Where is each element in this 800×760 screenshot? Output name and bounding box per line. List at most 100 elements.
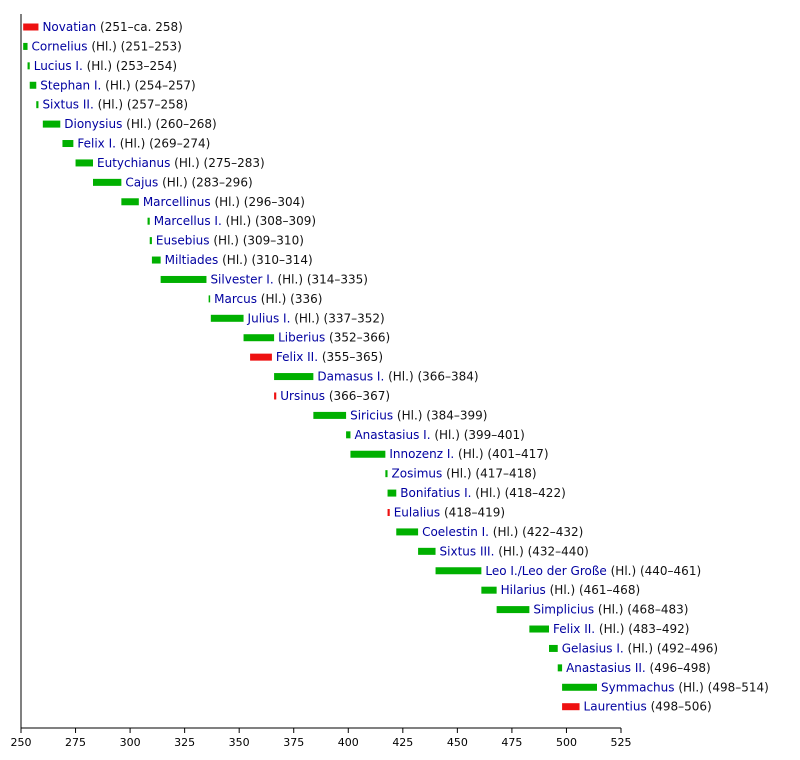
pope-name-link[interactable]: Anastasius II. bbox=[566, 661, 646, 675]
pope-name-link[interactable]: Siricius bbox=[350, 408, 393, 422]
pope-reign-text: (Hl.) (296–304) bbox=[211, 195, 305, 209]
pope-reign-text: (Hl.) (468–483) bbox=[594, 603, 688, 617]
pope-name-link[interactable]: Marcellinus bbox=[143, 195, 211, 209]
bar-pope bbox=[29, 81, 37, 89]
bar-label: Anastasius I. (Hl.) (399–401) bbox=[354, 428, 524, 442]
bar-pope bbox=[418, 547, 436, 555]
bar-label: Innozenz I. (Hl.) (401–417) bbox=[389, 447, 548, 461]
bar-label: Lucius I. (Hl.) (253–254) bbox=[34, 59, 177, 73]
bar-pope bbox=[529, 625, 549, 633]
pope-reign-text: (355–365) bbox=[318, 350, 383, 364]
x-tick-label: 300 bbox=[120, 736, 141, 749]
bar-pope bbox=[210, 314, 244, 322]
bar-label: Cornelius (Hl.) (251–253) bbox=[32, 39, 182, 53]
bar-antipope bbox=[23, 23, 39, 31]
pope-reign-text: (Hl.) (366–384) bbox=[384, 370, 478, 384]
bar-pope bbox=[93, 178, 122, 186]
pope-name-link[interactable]: Hilarius bbox=[501, 583, 546, 597]
bar-pope bbox=[62, 140, 74, 148]
pope-name-link[interactable]: Anastasius I. bbox=[354, 428, 430, 442]
pope-name-link[interactable]: Liberius bbox=[278, 331, 325, 345]
bar-pope bbox=[75, 159, 93, 167]
pope-name-link[interactable]: Eutychianus bbox=[97, 156, 170, 170]
pope-name-link[interactable]: Marcus bbox=[214, 292, 257, 306]
bar-pope bbox=[208, 295, 211, 303]
pope-reign-text: (498–506) bbox=[647, 700, 712, 714]
pope-reign-text: (Hl.) (251–253) bbox=[88, 39, 182, 53]
pope-name-link[interactable]: Miltiades bbox=[165, 253, 219, 267]
bar-label: Felix II. (355–365) bbox=[276, 350, 383, 364]
bar-label: Novatian (251–ca. 258) bbox=[42, 20, 182, 34]
pope-name-link[interactable]: Simplicius bbox=[533, 603, 594, 617]
pope-name-link[interactable]: Ursinus bbox=[280, 389, 325, 403]
bar-label: Julius I. (Hl.) (337–352) bbox=[247, 311, 385, 325]
pope-name-link[interactable]: Cornelius bbox=[32, 39, 88, 53]
pope-name-link[interactable]: Damasus I. bbox=[317, 370, 384, 384]
pope-name-link[interactable]: Leo I./Leo der Große bbox=[485, 564, 606, 578]
pope-name-link[interactable]: Felix II. bbox=[553, 622, 595, 636]
pope-reign-text: (Hl.) (432–440) bbox=[494, 544, 588, 558]
pope-reign-text: (Hl.) (492–496) bbox=[624, 641, 718, 655]
bar-pope bbox=[557, 664, 563, 672]
pope-name-link[interactable]: Laurentius bbox=[584, 700, 647, 714]
pope-reign-text: (Hl.) (309–310) bbox=[210, 234, 304, 248]
bar-label: Silvester I. (Hl.) (314–335) bbox=[210, 272, 368, 286]
x-tick-label: 525 bbox=[611, 736, 632, 749]
pope-reign-text: (Hl.) (337–352) bbox=[290, 311, 384, 325]
pope-reign-text: (418–419) bbox=[440, 506, 505, 520]
x-axis: 250 275 300 325 350 375 400 425 450 475 500 525 bbox=[11, 14, 632, 749]
pope-reign-text: (Hl.) (283–296) bbox=[158, 175, 252, 189]
pope-name-link[interactable]: Innozenz I. bbox=[389, 447, 454, 461]
pope-name-link[interactable]: Zosimus bbox=[392, 467, 443, 481]
x-tick-label: 350 bbox=[229, 736, 250, 749]
bar-pope bbox=[23, 42, 28, 50]
pope-name-link[interactable]: Marcellus I. bbox=[154, 214, 222, 228]
pope-reign-text: (Hl.) (257–258) bbox=[94, 98, 188, 112]
pope-name-link[interactable]: Lucius I. bbox=[34, 59, 83, 73]
bar-pope bbox=[27, 62, 30, 70]
x-tick-label: 250 bbox=[11, 736, 32, 749]
bar-label: Damasus I. (Hl.) (366–384) bbox=[317, 370, 478, 384]
pope-name-link[interactable]: Felix II. bbox=[276, 350, 318, 364]
x-tick-label: 400 bbox=[338, 736, 359, 749]
pope-name-link[interactable]: Bonifatius I. bbox=[400, 486, 471, 500]
x-tick-label: 450 bbox=[447, 736, 468, 749]
bar-label: Zosimus (Hl.) (417–418) bbox=[392, 467, 537, 481]
bar-label: Miltiades (Hl.) (310–314) bbox=[165, 253, 313, 267]
bar-label: Ursinus (366–367) bbox=[280, 389, 390, 403]
pope-reign-text: (Hl.) (253–254) bbox=[83, 59, 177, 73]
pope-name-link[interactable]: Gelasius I. bbox=[562, 641, 624, 655]
pope-name-link[interactable]: Eulalius bbox=[394, 506, 440, 520]
pope-name-link[interactable]: Julius I. bbox=[247, 311, 291, 325]
bar-label: Gelasius I. (Hl.) (492–496) bbox=[562, 641, 718, 655]
pope-reign-text: (Hl.) (308–309) bbox=[222, 214, 316, 228]
pope-name-link[interactable]: Sixtus II. bbox=[42, 98, 93, 112]
pope-name-link[interactable]: Stephan I. bbox=[40, 78, 101, 92]
bar-antipope bbox=[274, 392, 277, 400]
pope-name-link[interactable]: Symmachus bbox=[601, 680, 675, 694]
pope-name-link[interactable]: Sixtus III. bbox=[440, 544, 495, 558]
bar-label: Marcellus I. (Hl.) (308–309) bbox=[154, 214, 316, 228]
bar-antipope bbox=[387, 509, 390, 516]
bar-label: Cajus (Hl.) (283–296) bbox=[125, 175, 252, 189]
bar-pope bbox=[496, 606, 530, 614]
pope-reign-text: (Hl.) (254–257) bbox=[101, 78, 195, 92]
pope-name-link[interactable]: Felix I. bbox=[77, 137, 116, 151]
pope-reign-text: (Hl.) (417–418) bbox=[442, 467, 536, 481]
pope-name-link[interactable]: Dionysius bbox=[64, 117, 122, 131]
pope-name-link[interactable]: Novatian bbox=[42, 20, 96, 34]
bar-label: Felix II. (Hl.) (483–492) bbox=[553, 622, 689, 636]
pope-name-link[interactable]: Silvester I. bbox=[210, 272, 273, 286]
pope-name-link[interactable]: Eusebius bbox=[156, 234, 210, 248]
bar-label: Liberius (352–366) bbox=[278, 331, 390, 345]
bar-pope bbox=[147, 217, 150, 225]
x-tick-label: 275 bbox=[65, 736, 86, 749]
pope-name-link[interactable]: Coelestin I. bbox=[422, 525, 489, 539]
bar-pope bbox=[121, 198, 139, 206]
pope-name-link[interactable]: Cajus bbox=[125, 175, 158, 189]
bar-label: Sixtus II. (Hl.) (257–258) bbox=[42, 98, 188, 112]
pope-reign-text: (Hl.) (461–468) bbox=[546, 583, 640, 597]
x-tick-label: 475 bbox=[501, 736, 522, 749]
bar-label: Symmachus (Hl.) (498–514) bbox=[601, 680, 769, 694]
pope-reign-text: (Hl.) (260–268) bbox=[122, 117, 216, 131]
